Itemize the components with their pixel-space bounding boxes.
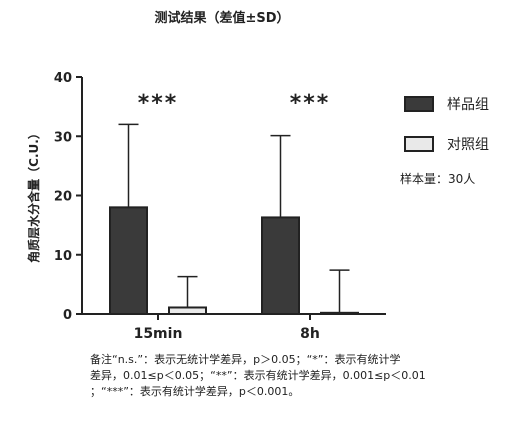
- bar-0-0: [109, 206, 148, 316]
- sample-size-label: 样本量：30人: [400, 171, 475, 186]
- legend-label-1: 对照组: [447, 137, 489, 153]
- footnote: 备注“n.s.”：表示无统计学差异，p＞0.05；“*”：表示有统计学 差异，0…: [90, 352, 500, 400]
- x-tick-label-1: 8h: [300, 326, 320, 342]
- significance-label-1: ***: [290, 91, 331, 116]
- y-axis-label: 角质层水分含量（C.U.）: [26, 127, 41, 263]
- legend-label-0: 样品组: [447, 97, 489, 113]
- y-tick-label-3: 30: [54, 130, 72, 145]
- footnote-line-1: 备注“n.s.”：表示无统计学差异，p＞0.05；“*”：表示有统计学: [90, 353, 401, 366]
- significance-label-0: ***: [138, 91, 179, 116]
- y-tick-label-1: 10: [54, 249, 72, 264]
- chart-title: 测试结果（差值±SD）: [154, 10, 289, 26]
- bar-0-1: [168, 306, 207, 316]
- bar-1-1: [320, 311, 359, 316]
- footnote-line-2: 差异，0.01≤p＜0.05；“**”：表示有统计学差异，0.001≤p＜0.0…: [90, 369, 426, 382]
- y-tick-label-4: 40: [54, 71, 72, 86]
- x-tick-label-0: 15min: [134, 326, 183, 342]
- footnote-line-3: ；“***”：表示有统计学差异，p＜0.001。: [90, 385, 300, 398]
- y-tick-label-2: 20: [54, 190, 72, 205]
- legend-swatch-0: [404, 96, 434, 112]
- legend-swatch-1: [404, 136, 434, 152]
- y-tick-label-0: 0: [63, 308, 72, 323]
- bar-1-0: [261, 216, 300, 315]
